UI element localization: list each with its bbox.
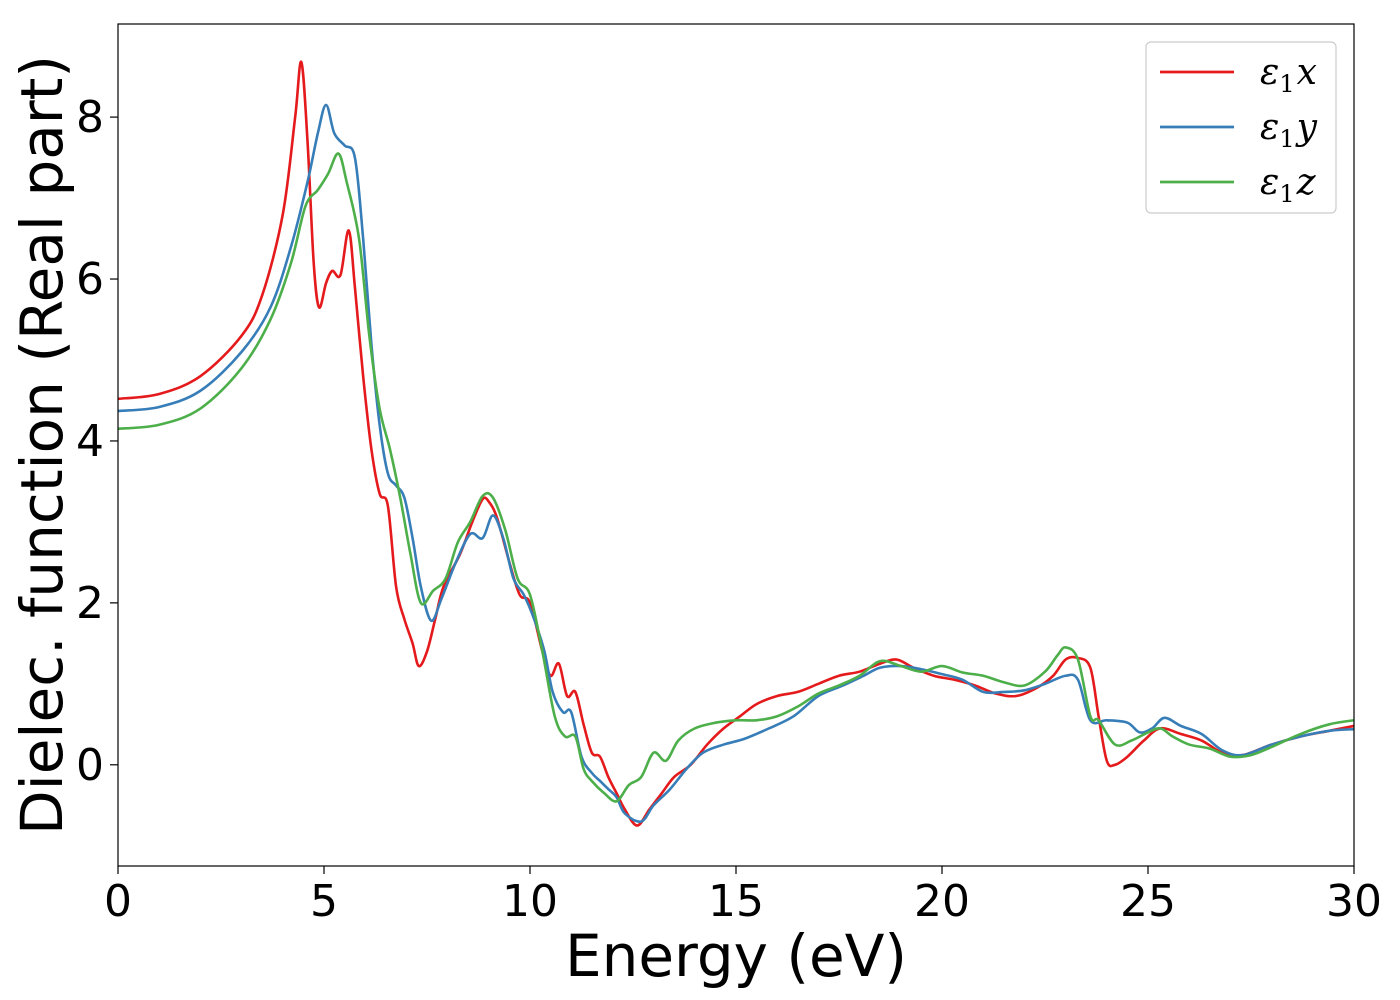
y-tick-label: 4 (76, 416, 104, 467)
x-axis: 0 5 10 15 20 25 30 (104, 866, 1382, 927)
y-tick-label: 2 (76, 578, 104, 629)
legend-box (1145, 41, 1337, 214)
series-line-2 (117, 103, 1355, 823)
x-tick-label: 0 (104, 876, 132, 927)
y-tick-label: 6 (76, 254, 104, 305)
y-tick-label: 8 (76, 92, 104, 143)
legend-label-1: ε1x (1260, 52, 1317, 98)
legend-label-3: ε1z (1260, 162, 1317, 208)
x-tick-label: 5 (310, 876, 338, 927)
y-tick-label: 0 (76, 740, 104, 791)
x-tick-label: 25 (1120, 876, 1176, 927)
x-tick-label: 20 (914, 876, 970, 927)
series-layer (117, 60, 1355, 827)
x-tick-label: 15 (708, 876, 764, 927)
y-axis: 0 2 4 6 8 (76, 92, 118, 791)
legend: ε1x ε1y ε1z (1145, 41, 1337, 214)
x-tick-label: 10 (502, 876, 558, 927)
series-line-1 (117, 60, 1355, 827)
series-line-3 (117, 152, 1355, 803)
y-axis-title: Dielec. function (Real part) (8, 55, 76, 835)
legend-label-2: ε1y (1260, 107, 1318, 153)
x-axis-title: Energy (eV) (565, 922, 907, 990)
x-tick-label: 30 (1326, 876, 1382, 927)
